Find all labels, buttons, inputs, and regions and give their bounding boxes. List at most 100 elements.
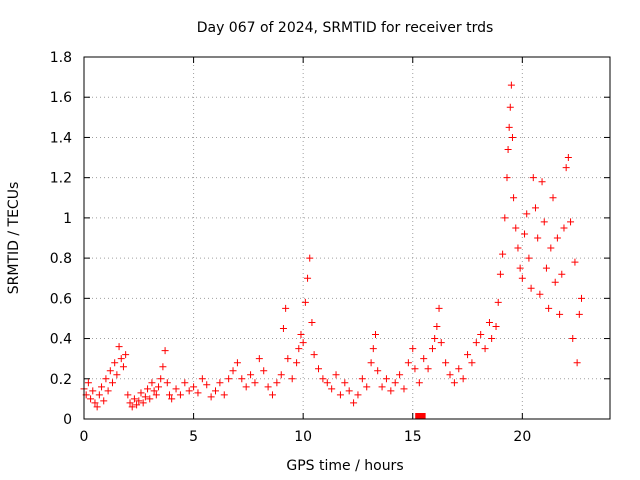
data-point: [562, 164, 570, 172]
data-point: [150, 387, 158, 395]
data-point: [323, 379, 331, 387]
data-point: [198, 375, 206, 383]
x-tick-label: 15: [404, 429, 422, 445]
data-point: [328, 385, 336, 393]
data-point: [308, 318, 316, 326]
data-point: [369, 345, 377, 353]
data-point: [464, 351, 472, 359]
x-tick-label: 20: [513, 429, 531, 445]
data-point: [404, 359, 412, 367]
data-point: [578, 294, 586, 302]
data-point: [255, 355, 263, 363]
data-point: [135, 397, 143, 405]
data-point: [431, 335, 439, 343]
data-point: [505, 123, 513, 131]
data-point: [341, 379, 349, 387]
data-point: [264, 383, 272, 391]
data-point: [506, 103, 514, 111]
data-point: [424, 365, 432, 373]
data-point: [304, 274, 312, 282]
data-point: [288, 375, 296, 383]
data-point: [409, 345, 417, 353]
data-point: [564, 154, 572, 162]
data-point: [508, 133, 516, 141]
data-point: [108, 379, 116, 387]
data-point: [104, 387, 112, 395]
data-point: [518, 274, 526, 282]
plot-frame: [83, 56, 611, 420]
data-point: [455, 365, 463, 373]
y-tick-label: 0.2: [50, 372, 72, 388]
data-point: [371, 331, 379, 339]
data-point: [190, 383, 198, 391]
data-point: [299, 339, 307, 347]
data-point: [437, 339, 445, 347]
y-tick-label: 1.2: [50, 171, 72, 187]
data-point: [472, 339, 480, 347]
data-point: [117, 355, 125, 363]
data-point: [176, 391, 184, 399]
data-point: [95, 391, 103, 399]
data-point: [100, 397, 108, 405]
data-point-square: [419, 413, 426, 419]
data-point: [481, 345, 489, 353]
data-point: [332, 371, 340, 379]
data-point: [428, 345, 436, 353]
data-point: [494, 298, 502, 306]
data-point: [168, 395, 176, 403]
data-point: [529, 174, 537, 182]
data-point: [378, 383, 386, 391]
data-point: [350, 399, 358, 407]
y-axis: 0 0.2 0.4 0.6 0.8 1 1.2 1.4 1.6 1.8: [50, 50, 610, 428]
data-point: [450, 379, 458, 387]
x-tick-label: 0: [80, 429, 89, 445]
data-point: [91, 399, 99, 407]
data-point: [161, 347, 169, 355]
data-point: [130, 395, 138, 403]
data-point: [354, 391, 362, 399]
data-point: [133, 401, 141, 409]
data-point: [553, 234, 561, 242]
data-point: [102, 375, 110, 383]
data-point: [492, 322, 500, 330]
data-point: [141, 393, 149, 401]
data-point: [284, 355, 292, 363]
data-point: [499, 250, 507, 258]
y-tick-label: 0: [63, 412, 72, 428]
data-point: [411, 365, 419, 373]
data-point: [152, 391, 160, 399]
data-point: [212, 387, 219, 395]
data-point: [89, 387, 97, 395]
x-axis: 0 5 10 15 20: [80, 57, 531, 445]
data-point: [435, 304, 443, 312]
data-point: [336, 391, 344, 399]
data-point: [242, 383, 250, 391]
data-point: [569, 335, 577, 343]
data-point-square: [415, 413, 422, 419]
y-tick-label: 1: [63, 211, 72, 227]
data-point: [531, 204, 539, 212]
x-axis-label: GPS time / hours: [286, 458, 403, 474]
data-point: [571, 258, 579, 266]
data-point: [233, 359, 241, 367]
data-point: [527, 284, 535, 292]
data-point: [268, 391, 276, 399]
data-point: [512, 224, 520, 232]
data-point: [382, 375, 390, 383]
data-point: [391, 379, 399, 387]
data-point: [433, 322, 441, 330]
data-point: [185, 387, 193, 395]
data-point: [282, 304, 290, 312]
data-point: [122, 351, 130, 359]
data-point: [521, 230, 529, 238]
data-point: [545, 304, 553, 312]
data-point: [507, 81, 515, 89]
data-point: [523, 210, 531, 218]
data-point: [203, 381, 211, 389]
data-point: [468, 359, 476, 367]
data-point: [551, 278, 559, 286]
x-tick-label: 10: [294, 429, 312, 445]
data-point: [374, 367, 382, 375]
data-point: [573, 359, 581, 367]
plot-area: [80, 81, 586, 419]
